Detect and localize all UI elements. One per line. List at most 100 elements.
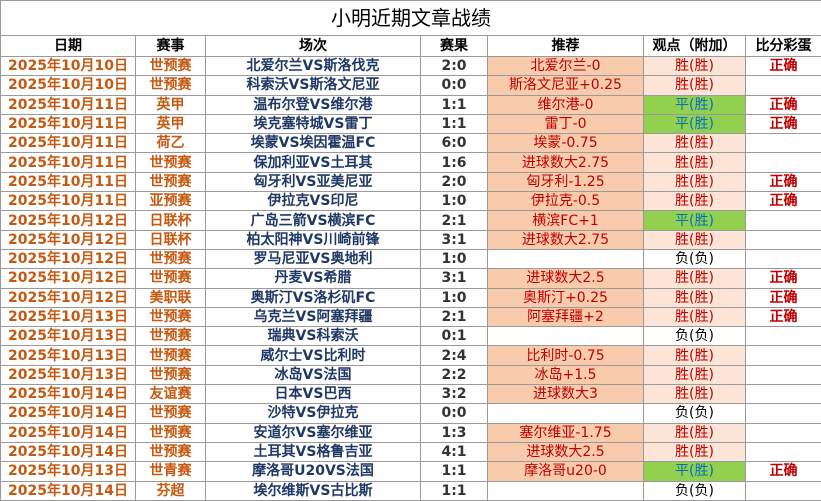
data-row: 2025年10月14日 芬超 埃尔维斯VS古比斯 1:1 负(负) <box>0 480 821 501</box>
tip-cell: 匈牙利-1.25 <box>487 171 644 193</box>
date-cell: 2025年10月13日 <box>0 364 136 386</box>
league-cell: 世预赛 <box>135 75 206 96</box>
data-row: 2025年10月11日 世预赛 保加利亚VS土耳其 1:6 进球数大2.75 胜(胜) <box>0 152 821 173</box>
egg-cell: 正确 <box>745 113 821 135</box>
egg-cell <box>745 75 821 96</box>
view-cell: 胜(胜) <box>643 229 746 250</box>
view-cell: 平(胜) <box>643 94 746 115</box>
score-cell: 2:4 <box>420 345 488 366</box>
date-cell: 2025年10月11日 <box>0 94 136 115</box>
league-cell: 亚预赛 <box>135 191 206 212</box>
view-cell: 胜(胜) <box>643 441 746 463</box>
tip-cell: 进球数大2.75 <box>487 229 644 250</box>
match-cell: 北爱尔兰VS斯洛伐克 <box>205 55 421 77</box>
data-row: 2025年10月11日 荷乙 埃蒙VS埃因霍温FC 6:0 埃蒙-0.75 胜(胜) <box>0 133 821 154</box>
data-row: 2025年10月12日 美职联 奥斯汀VS洛杉矶FC 1:0 奥斯汀+0.25 胜(胜) 正… <box>0 287 821 308</box>
date-cell: 2025年10月13日 <box>0 461 136 482</box>
view-cell: 胜(胜) <box>643 191 746 212</box>
league-cell: 世预赛 <box>135 248 206 270</box>
tip-cell <box>487 403 644 424</box>
egg-cell <box>745 248 821 270</box>
league-cell: 世预赛 <box>135 422 206 443</box>
data-row: 2025年10月14日 友谊赛 日本VS巴西 3:2 进球数大3 胜(胜) <box>0 384 821 405</box>
league-cell: 芬超 <box>135 480 206 501</box>
score-cell: 1:1 <box>420 480 488 501</box>
date-cell: 2025年10月12日 <box>0 229 136 250</box>
date-cell: 2025年10月14日 <box>0 403 136 424</box>
match-cell: 埃克塞特城VS雷丁 <box>205 113 421 135</box>
score-cell: 2:1 <box>420 210 488 231</box>
score-cell: 0:0 <box>420 75 488 96</box>
egg-cell <box>745 210 821 231</box>
league-cell: 世预赛 <box>135 55 206 77</box>
egg-cell: 正确 <box>745 287 821 308</box>
match-cell: 温布尔登VS维尔港 <box>205 94 421 115</box>
date-cell: 2025年10月14日 <box>0 480 136 501</box>
score-cell: 2:2 <box>420 364 488 386</box>
match-cell: 摩洛哥U20VS法国 <box>205 461 421 482</box>
date-cell: 2025年10月12日 <box>0 248 136 270</box>
date-cell: 2025年10月13日 <box>0 345 136 366</box>
tip-cell: 维尔港-0 <box>487 94 644 115</box>
view-cell: 平(胜) <box>643 113 746 135</box>
data-row: 2025年10月12日 世预赛 丹麦VS希腊 3:1 进球数大2.5 胜(胜) 正确 <box>0 268 821 289</box>
view-cell: 胜(胜) <box>643 364 746 386</box>
view-cell: 平(胜) <box>643 461 746 482</box>
league-cell: 英甲 <box>135 94 206 115</box>
header-cell: 赛事 <box>135 35 206 57</box>
score-cell: 1:6 <box>420 152 488 173</box>
tip-cell: 进球数大2.5 <box>487 268 644 289</box>
view-cell: 胜(胜) <box>643 287 746 308</box>
date-cell: 2025年10月11日 <box>0 133 136 154</box>
score-cell: 1:1 <box>420 461 488 482</box>
match-cell: 柏太阳神VS川崎前锋 <box>205 229 421 250</box>
league-cell: 荷乙 <box>135 133 206 154</box>
league-cell: 世预赛 <box>135 326 206 347</box>
egg-cell <box>745 326 821 347</box>
egg-cell <box>745 384 821 405</box>
league-cell: 世预赛 <box>135 171 206 193</box>
date-cell: 2025年10月13日 <box>0 326 136 347</box>
header-cell: 赛果 <box>420 35 488 57</box>
match-cell: 埃尔维斯VS古比斯 <box>205 480 421 501</box>
score-cell: 3:1 <box>420 229 488 250</box>
view-cell: 胜(胜) <box>643 384 746 405</box>
data-row: 2025年10月12日 世预赛 罗马尼亚VS奥地利 1:0 负(负) <box>0 248 821 270</box>
view-cell: 胜(胜) <box>643 268 746 289</box>
match-cell: 威尔士VS比利时 <box>205 345 421 366</box>
tip-cell: 比利时-0.75 <box>487 345 644 366</box>
data-row: 2025年10月13日 世预赛 瑞典VS科索沃 0:1 负(负) <box>0 326 821 347</box>
header-cell: 比分彩蛋 <box>745 35 821 57</box>
tip-cell: 北爱尔兰-0 <box>487 55 644 77</box>
match-cell: 冰岛VS法国 <box>205 364 421 386</box>
egg-cell: 正确 <box>745 461 821 482</box>
view-cell: 平(胜) <box>643 210 746 231</box>
tip-cell: 进球数大2.5 <box>487 441 644 463</box>
score-cell: 3:2 <box>420 384 488 405</box>
data-row: 2025年10月14日 世预赛 沙特VS伊拉克 0:0 负(负) <box>0 403 821 424</box>
tip-cell: 斯洛文尼亚+0.25 <box>487 75 644 96</box>
egg-cell: 正确 <box>745 306 821 328</box>
league-cell: 世预赛 <box>135 345 206 366</box>
header-cell: 观点（附加） <box>643 35 746 57</box>
league-cell: 世预赛 <box>135 364 206 386</box>
match-cell: 保加利亚VS土耳其 <box>205 152 421 173</box>
date-cell: 2025年10月11日 <box>0 152 136 173</box>
view-cell: 胜(胜) <box>643 55 746 77</box>
header-cell: 日期 <box>0 35 136 57</box>
tip-cell <box>487 480 644 501</box>
tip-cell: 伊拉克-0.5 <box>487 191 644 212</box>
date-cell: 2025年10月13日 <box>0 306 136 328</box>
data-row: 2025年10月13日 世预赛 威尔士VS比利时 2:4 比利时-0.75 胜(胜) <box>0 345 821 366</box>
score-cell: 2:1 <box>420 306 488 328</box>
league-cell: 世预赛 <box>135 403 206 424</box>
header-cell: 场次 <box>205 35 421 57</box>
data-row: 2025年10月11日 英甲 温布尔登VS维尔港 1:1 维尔港-0 平(胜) 正确 <box>0 94 821 115</box>
match-cell: 匈牙利VS亚美尼亚 <box>205 171 421 193</box>
table-title: 小明近期文章战绩 <box>0 0 821 36</box>
header-row: 日期 赛事 场次 赛果 推荐 观点（附加） 比分彩蛋 <box>0 35 821 57</box>
tip-cell: 进球数大2.75 <box>487 152 644 173</box>
league-cell: 友谊赛 <box>135 384 206 405</box>
date-cell: 2025年10月12日 <box>0 287 136 308</box>
